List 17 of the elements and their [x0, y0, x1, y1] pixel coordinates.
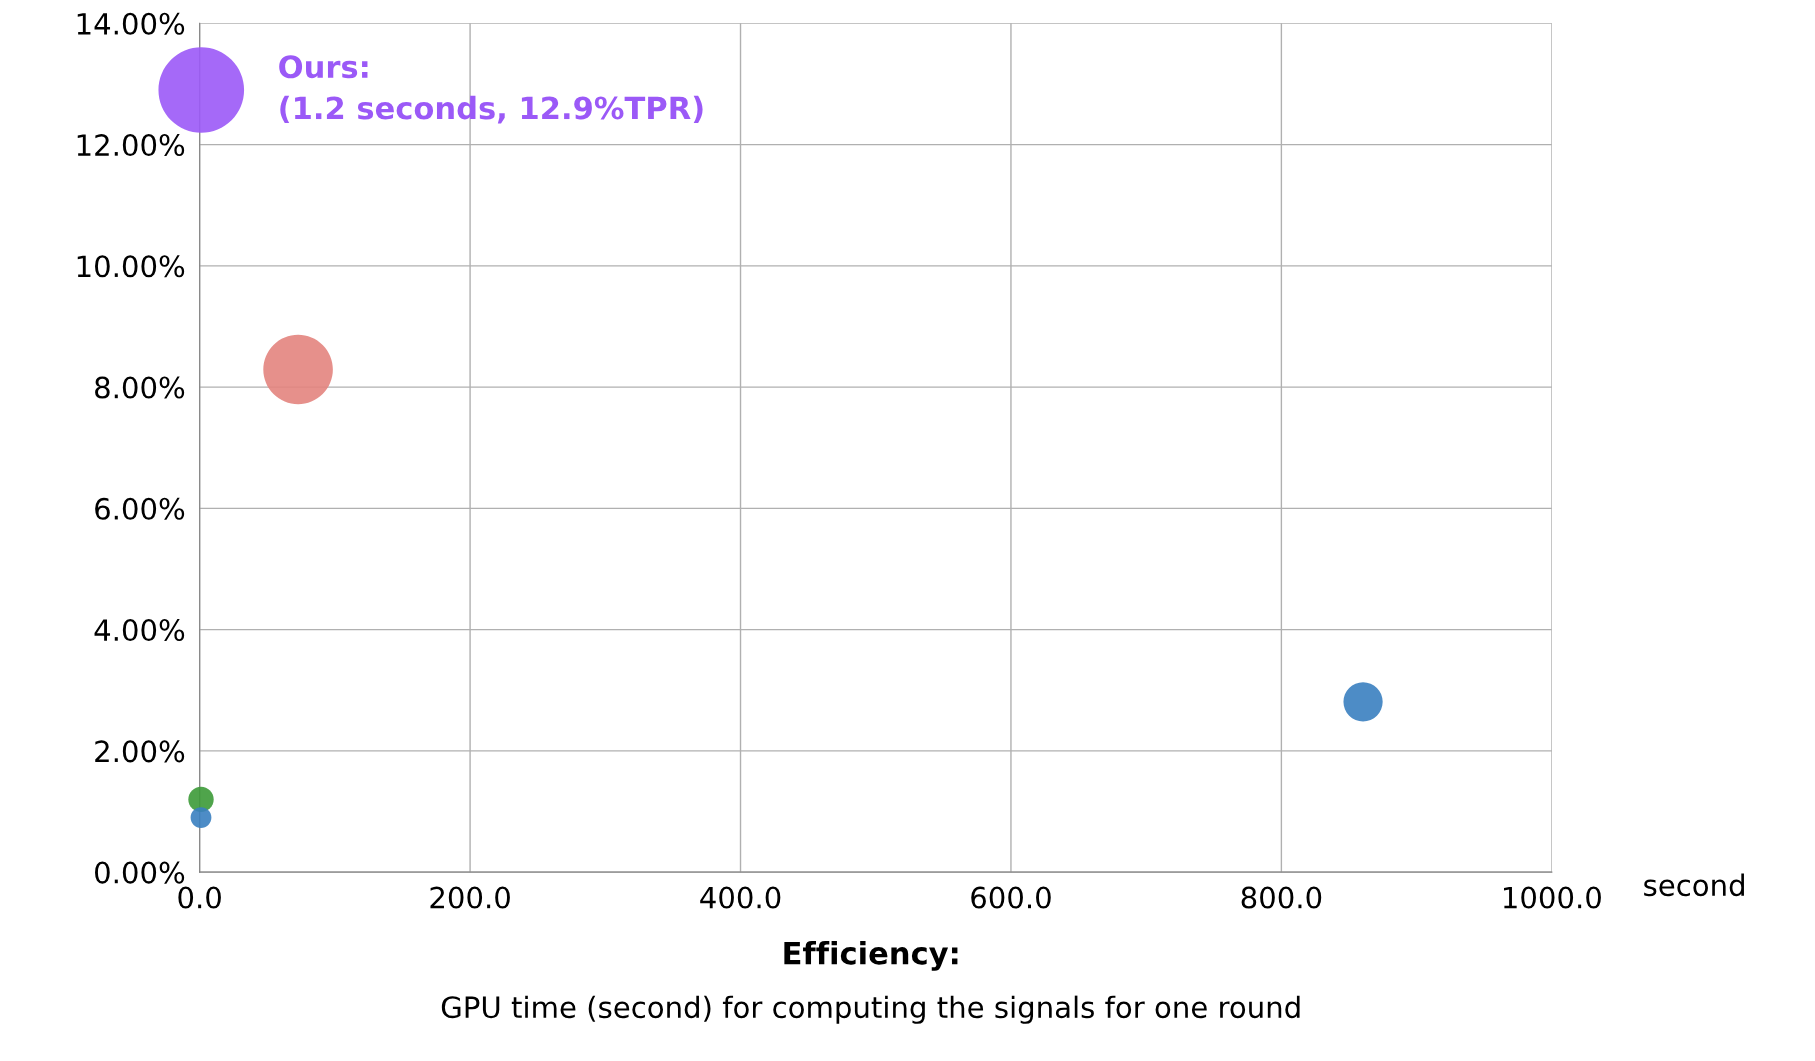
- x-tick-label: 400.0: [700, 886, 781, 909]
- x-tick-label: 800.0: [1241, 886, 1322, 909]
- y-tick-label: 0.00%: [95, 861, 185, 884]
- x-tick-label: 600.0: [971, 886, 1051, 909]
- x-tick-label: 0.0: [178, 886, 221, 909]
- x-tick-label: 200.0: [430, 886, 510, 909]
- x-tick-label: 1000.0: [1504, 886, 1601, 909]
- y-tick-label: 4.00%: [94, 619, 185, 642]
- x-axis-title: Efficiency: GPU time (second) for computing the signals for one round: [441, 941, 1300, 1024]
- y-tick-label: 14.00%: [77, 12, 185, 35]
- annotation: Ours: (1.2 seconds, 12.9%TPR): [279, 55, 703, 124]
- y-tick-label: 6.00%: [95, 497, 185, 520]
- y-tick-label: 2.00%: [95, 740, 185, 763]
- y-tick-label: 12.00%: [77, 134, 185, 157]
- y-tick-label: 10.00%: [77, 255, 185, 278]
- text: second: [1644, 873, 1744, 897]
- y-tick-label: 8.00%: [95, 376, 185, 399]
